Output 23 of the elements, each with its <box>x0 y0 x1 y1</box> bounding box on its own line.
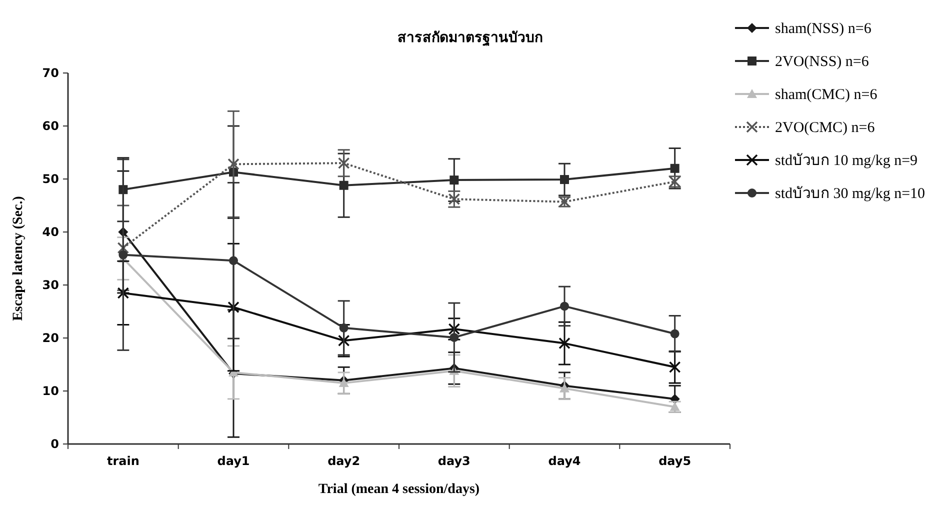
y-tick-label: 70 <box>42 66 59 80</box>
legend-label: 2VO(CMC) n=6 <box>775 120 876 136</box>
x-tick-label: day2 <box>328 454 360 468</box>
legend-label: sham(NSS) n=6 <box>775 21 872 37</box>
legend-label: 2VO(NSS) n=6 <box>775 54 870 70</box>
x-tick-label: day1 <box>217 454 250 468</box>
y-tick-label: 30 <box>42 278 59 292</box>
y-tick-label: 20 <box>42 331 59 345</box>
legend-label: stdบัวบก 10 mg/kg n=9 <box>775 153 918 169</box>
legend-label: stdบัวบก 30 mg/kg n=10 <box>775 186 926 202</box>
legend-label: sham(CMC) n=6 <box>775 87 878 103</box>
x-tick-label: day3 <box>438 454 470 468</box>
x-tick-label: train <box>106 454 140 468</box>
y-tick-label: 10 <box>42 384 59 398</box>
y-tick-label: 60 <box>42 119 59 133</box>
y-tick-label: 50 <box>42 172 59 186</box>
x-tick-label: day4 <box>548 454 581 468</box>
x-axis-title: Trial (mean 4 session/days) <box>318 482 480 497</box>
y-axis-title: Escape latency (Sec.) <box>11 196 26 321</box>
x-tick-label: day5 <box>658 454 692 468</box>
chart-title: สารสกัดมาตรฐานบัวบก <box>398 29 542 47</box>
y-tick-label: 0 <box>50 437 59 451</box>
y-tick-label: 40 <box>42 225 59 239</box>
